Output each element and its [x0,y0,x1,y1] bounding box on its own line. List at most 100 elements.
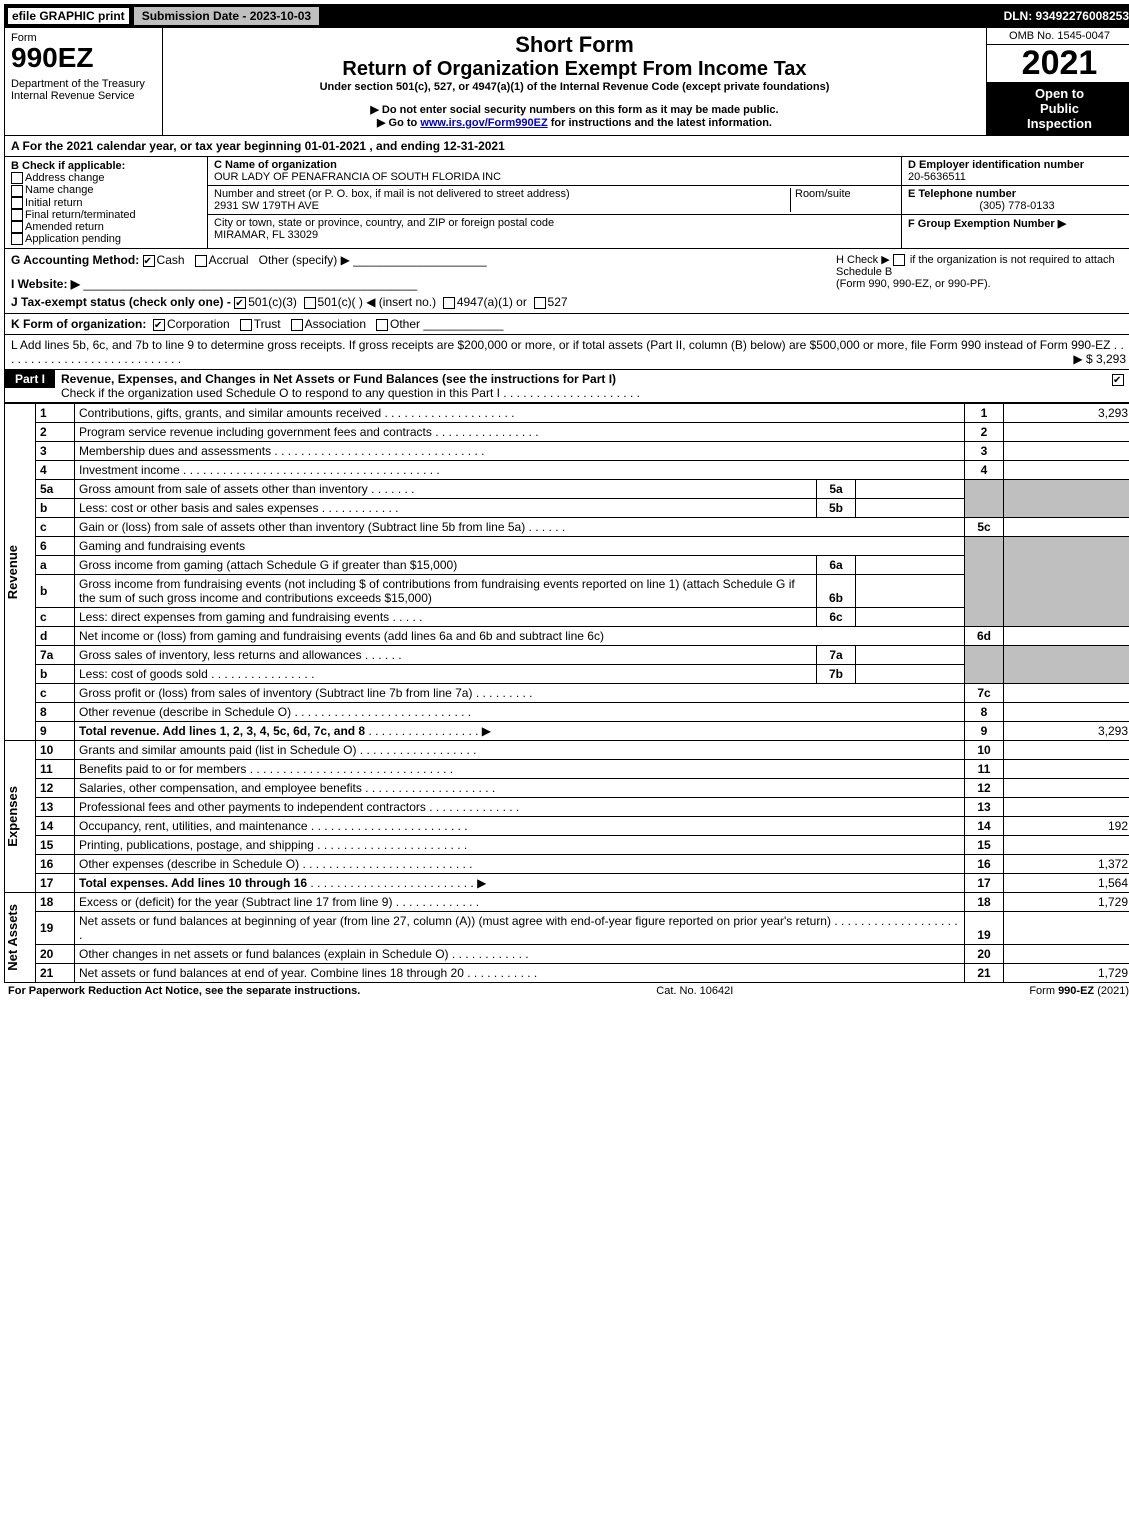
b-opt-5[interactable]: Application pending [11,233,201,245]
l19-desc: Net assets or fund balances at beginning… [75,911,965,944]
part1-label: Part I [5,370,55,388]
l6c-subamt [856,607,965,626]
open-line2: Public [991,101,1128,116]
submission-date: Submission Date - 2023-10-03 [133,6,320,26]
b-opt-0[interactable]: Address change [11,172,201,184]
ln-7c: c [36,683,75,702]
k-corp-checkbox[interactable] [153,319,165,331]
footer-catno: Cat. No. 10642I [360,985,1029,997]
ln-1: 1 [36,403,75,422]
footer-formno: Form 990-EZ (2021) [1029,985,1129,997]
j-501c-checkbox[interactable] [304,297,316,309]
l5a-subamt [856,479,965,498]
l6d-desc: Net income or (loss) from gaming and fun… [75,626,965,645]
l17-num: 17 [965,873,1004,892]
ln-8: 8 [36,702,75,721]
l11-num: 11 [965,759,1004,778]
omb-number: OMB No. 1545-0047 [987,28,1129,45]
ln-21: 21 [36,963,75,982]
ln-17: 17 [36,873,75,892]
section-c: C Name of organization OUR LADY OF PENAF… [208,157,901,248]
l-text: L Add lines 5b, 6c, and 7b to line 9 to … [11,338,1110,352]
b-opt-2[interactable]: Initial return [11,197,201,209]
org-city: MIRAMAR, FL 33029 [214,229,895,241]
g-accrual-checkbox[interactable] [195,255,207,267]
l6abc-shade [965,536,1004,626]
l20-amt [1004,944,1129,963]
k-other: Other [390,317,420,331]
l13-amt [1004,797,1129,816]
subtitle: Under section 501(c), 527, or 4947(a)(1)… [167,81,982,93]
l1-desc: Contributions, gifts, grants, and simila… [75,403,965,422]
k-assoc-checkbox[interactable] [291,319,303,331]
k-assoc: Association [305,317,366,331]
k-trust: Trust [254,317,281,331]
j-527-checkbox[interactable] [534,297,546,309]
top-bar: efile GRAPHIC print Submission Date - 20… [4,4,1129,28]
l7a-sub: 7a [817,645,856,664]
irs-link[interactable]: www.irs.gov/Form990EZ [420,117,547,129]
l7a-desc: Gross sales of inventory, less returns a… [75,645,817,664]
j-opt4: 527 [548,295,568,309]
b-opt-4[interactable]: Amended return [11,221,201,233]
k-trust-checkbox[interactable] [240,319,252,331]
form-right-block: OMB No. 1545-0047 2021 Open to Public In… [986,28,1129,135]
l6b-subamt [856,574,965,607]
b-opt-3[interactable]: Final return/terminated [11,209,201,221]
g-cash: Cash [157,253,185,267]
l5c-num: 5c [965,517,1004,536]
l8-amt [1004,702,1129,721]
l19-amt [1004,911,1129,944]
section-h: H Check ▶ if the organization is not req… [836,253,1126,309]
l19-num: 19 [965,911,1004,944]
l5ab-shade [965,479,1004,517]
l7b-sub: 7b [817,664,856,683]
j-4947-checkbox[interactable] [443,297,455,309]
b-label: B Check if applicable: [11,160,201,172]
part1-schedule-o-checkbox[interactable] [1112,374,1124,386]
l5c-desc: Gain or (loss) from sale of assets other… [75,517,965,536]
efile-button[interactable]: efile GRAPHIC print [8,8,129,24]
l12-amt [1004,778,1129,797]
netassets-side: Net Assets [5,892,36,982]
e-label: E Telephone number [908,188,1126,200]
h-text3: (Form 990, 990-EZ, or 990-PF). [836,278,991,290]
l14-desc: Occupancy, rent, utilities, and maintena… [75,816,965,835]
l15-num: 15 [965,835,1004,854]
l9-desc: Total revenue. Add lines 1, 2, 3, 4, 5c,… [75,721,965,740]
j-label: J Tax-exempt status (check only one) - [11,295,231,309]
g-accrual: Accrual [209,253,249,267]
g-other: Other (specify) ▶ [259,253,350,267]
ln-6c: c [36,607,75,626]
info-block: B Check if applicable: Address change Na… [4,157,1129,249]
h-checkbox[interactable] [893,254,905,266]
l-amount: ▶ $ 3,293 [1073,352,1126,366]
l9-amt: 3,293 [1004,721,1129,740]
l1-amt: 3,293 [1004,403,1129,422]
ln-3: 3 [36,441,75,460]
k-other-checkbox[interactable] [376,319,388,331]
tax-year: 2021 [987,45,1129,82]
l6c-desc: Less: direct expenses from gaming and fu… [75,607,817,626]
ln-10: 10 [36,740,75,759]
j-opt2: 501(c)( ) ◀ (insert no.) [318,295,437,309]
b-opt-1[interactable]: Name change [11,184,201,196]
g-cash-checkbox[interactable] [143,255,155,267]
l5a-sub: 5a [817,479,856,498]
ln-6: 6 [36,536,75,555]
l9-num: 9 [965,721,1004,740]
l6c-sub: 6c [817,607,856,626]
c-street-label: Number and street (or P. O. box, if mail… [214,188,790,200]
l16-num: 16 [965,854,1004,873]
j-501c3-checkbox[interactable] [234,297,246,309]
room-suite-label: Room/suite [790,188,895,212]
i-label: I Website: ▶ [11,277,80,291]
form-number: 990EZ [11,44,156,72]
revenue-side: Revenue [5,403,36,740]
l4-amt [1004,460,1129,479]
l2-desc: Program service revenue including govern… [75,422,965,441]
ln-19: 19 [36,911,75,944]
h-text1: H Check ▶ [836,254,890,266]
open-to-public: Open to Public Inspection [987,82,1129,135]
l6a-sub: 6a [817,555,856,574]
